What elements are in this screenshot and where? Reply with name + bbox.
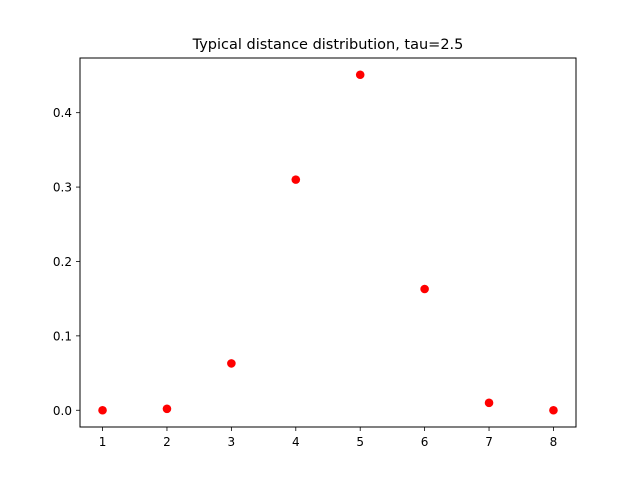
x-tick-label: 3 — [228, 435, 236, 449]
x-tick-label: 5 — [356, 435, 364, 449]
data-point — [420, 284, 429, 294]
data-point — [227, 359, 236, 368]
y-axis: 0.0 0.1 0.2 0.3 0.4 — [53, 106, 80, 418]
y-tick-label: 0.0 — [53, 404, 72, 418]
x-tick-label: 2 — [163, 435, 171, 449]
y-tick-label: 0.4 — [53, 106, 72, 120]
y-tick-label: 0.3 — [53, 181, 72, 195]
data-point — [162, 404, 172, 414]
x-tick-label: 8 — [550, 435, 558, 449]
data-point — [484, 398, 494, 408]
data-point — [98, 405, 107, 415]
y-tick-label: 0.1 — [53, 329, 72, 343]
x-tick-label: 1 — [99, 435, 107, 449]
data-point — [291, 175, 301, 184]
data-point — [549, 405, 558, 415]
data-point — [355, 70, 365, 80]
x-axis: 1 2 3 4 5 6 7 8 — [99, 427, 558, 449]
x-tick-label: 4 — [292, 435, 300, 449]
y-tick-label: 0.2 — [53, 255, 72, 269]
x-tick-label: 6 — [421, 435, 429, 449]
data-points — [98, 70, 558, 415]
x-tick-label: 7 — [485, 435, 493, 449]
chart-title: Typical distance distribution, tau=2.5 — [192, 37, 464, 53]
plot-frame — [79, 57, 577, 428]
